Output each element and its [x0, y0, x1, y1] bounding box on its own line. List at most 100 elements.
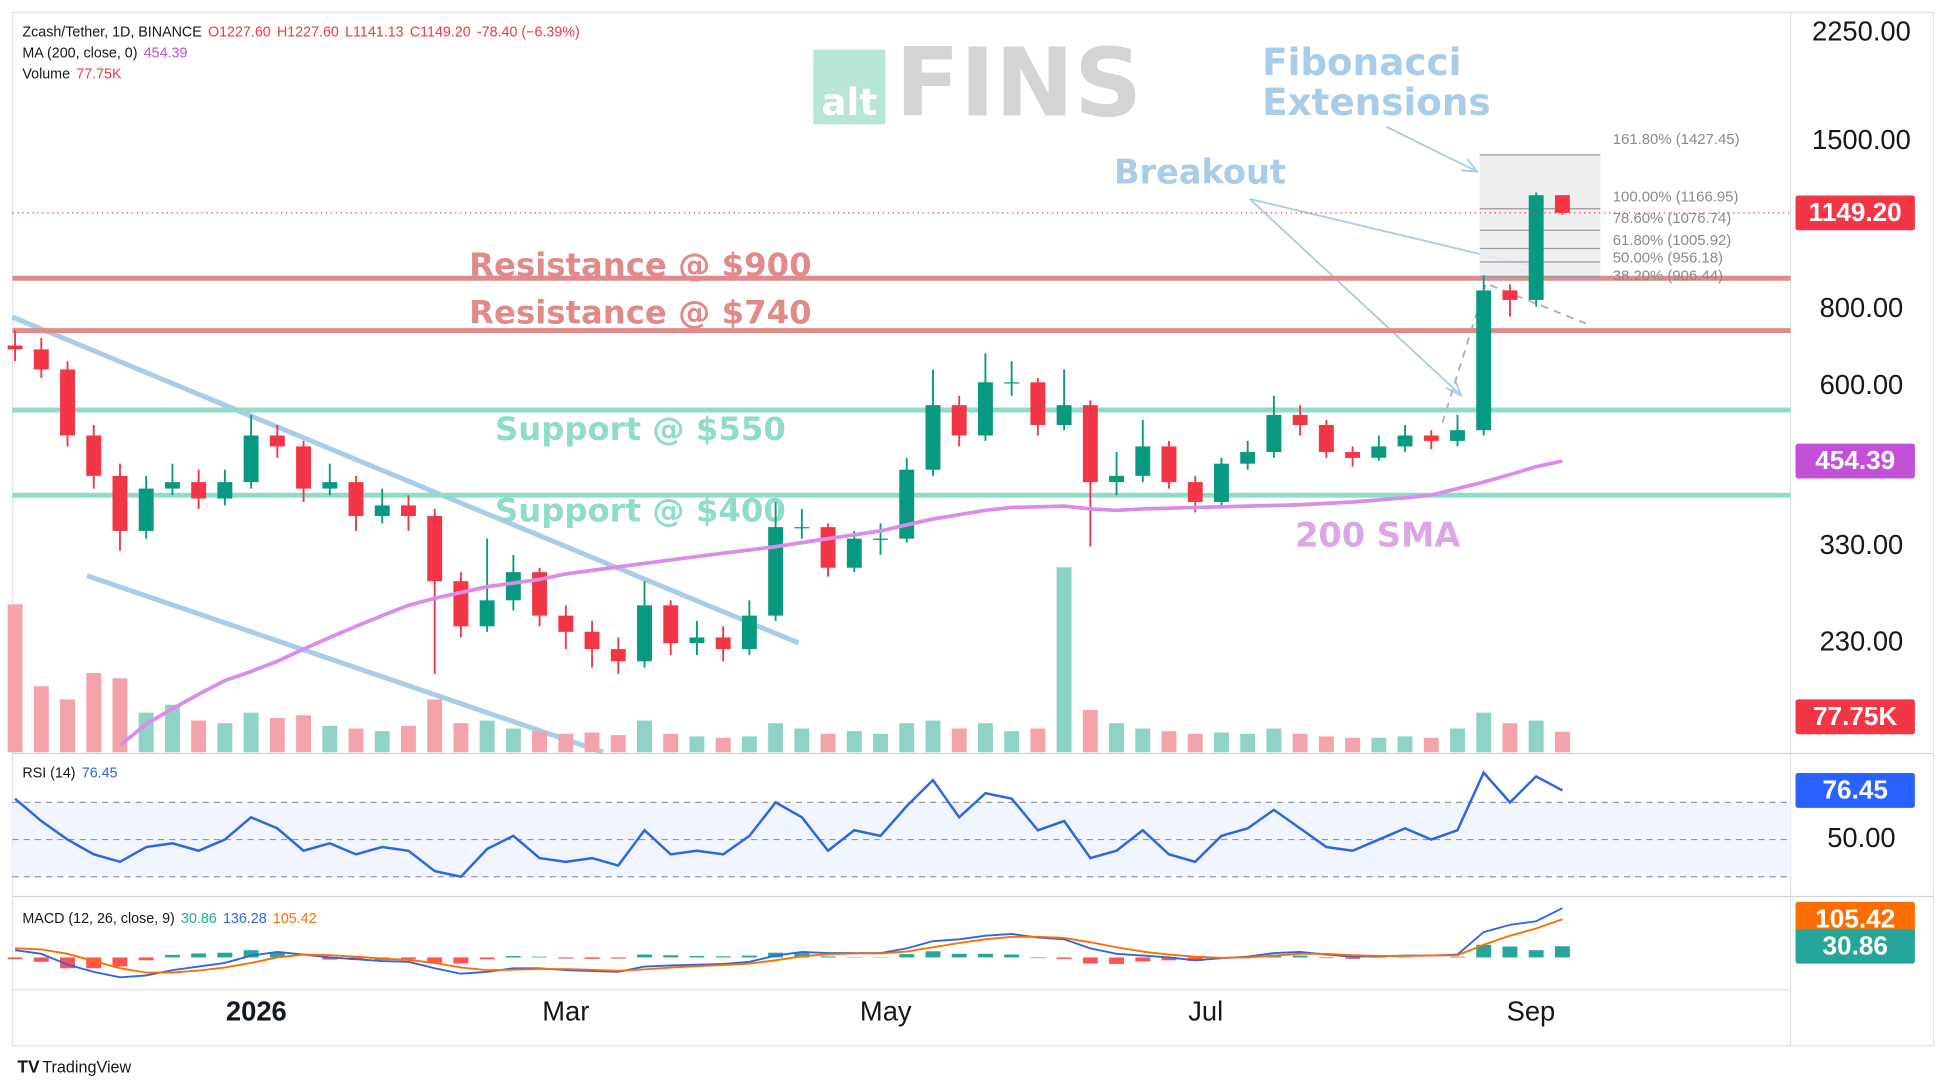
- volume-bar: [348, 728, 364, 753]
- fib-label: 38.20% (906.44): [1613, 267, 1723, 284]
- macd-histogram: [741, 955, 757, 958]
- volume-bar: [1292, 733, 1308, 753]
- candle-body: [1318, 425, 1334, 453]
- fib-label: 161.80% (1427.45): [1613, 131, 1740, 148]
- candle-body: [112, 475, 128, 531]
- volume-bar: [374, 731, 390, 753]
- candle-body: [33, 349, 49, 370]
- candle-body: [1423, 435, 1439, 441]
- macd-histogram: [637, 954, 652, 958]
- volume-label-box: [1795, 699, 1915, 735]
- volume-bar: [820, 733, 836, 753]
- candle-body: [400, 505, 416, 517]
- candle-body: [977, 382, 993, 436]
- candle-body: [348, 482, 364, 517]
- legend-item: Zcash/Tether, 1D, BINANCE: [22, 24, 201, 40]
- candle-body: [1528, 195, 1544, 300]
- volume-bar: [479, 720, 495, 753]
- macd-histogram: [33, 957, 49, 962]
- volume-bar: [1371, 737, 1387, 753]
- volume-bar: [1345, 737, 1361, 753]
- level-label: Resistance @ $740: [469, 293, 811, 331]
- legend-item: 136.28: [223, 911, 267, 927]
- volume-bar: [741, 736, 757, 753]
- branding-logo: TV: [17, 1057, 40, 1077]
- candle-body: [1371, 446, 1387, 458]
- x-tick-label: 2026: [226, 996, 287, 1027]
- volume-bar: [191, 720, 207, 753]
- volume-bar: [1554, 731, 1570, 753]
- legend-item: MA (200, close, 0): [22, 45, 137, 61]
- histogram-label-box: [1795, 928, 1915, 964]
- rsi-label: 76.45: [1823, 775, 1888, 805]
- watermark-box: [813, 49, 886, 125]
- y-tick-label: 600.00: [1820, 369, 1904, 400]
- candle-body: [164, 482, 180, 489]
- legend: MA (200, close, 0) 454.39: [22, 45, 187, 61]
- macd-histogram: [1345, 957, 1361, 959]
- macd-histogram: [60, 957, 75, 969]
- trend-line: [11, 314, 800, 646]
- y-tick-label: 2250.00: [1812, 15, 1911, 46]
- volume-bar: [269, 717, 285, 753]
- macd-histogram: [1161, 957, 1177, 961]
- volume-bar: [505, 728, 521, 753]
- candle-body: [427, 516, 443, 582]
- candle-body: [1004, 382, 1020, 384]
- candle-body: [1161, 446, 1177, 483]
- candle-body: [1450, 430, 1465, 441]
- candle-body: [269, 435, 285, 447]
- macd-histogram: [1109, 957, 1125, 964]
- candle-body: [768, 527, 784, 616]
- macd-histogram: [899, 954, 915, 958]
- candle-body: [322, 482, 338, 489]
- macd-histogram: [112, 957, 128, 967]
- fib-label: 61.80% (1005.92): [1613, 232, 1732, 249]
- macd-histogram: [138, 957, 154, 961]
- volume-bar: [1397, 736, 1413, 753]
- volume-bar: [33, 686, 49, 753]
- candle-body: [86, 435, 102, 476]
- rsi-line: [14, 770, 1563, 879]
- candle-body: [374, 505, 390, 517]
- volume-bar: [663, 733, 679, 753]
- fib-label: 100.00% (1166.95): [1613, 189, 1739, 206]
- volume-bar: [1109, 723, 1125, 753]
- volume-bar: [1056, 567, 1072, 753]
- volume-bar: [1423, 737, 1439, 753]
- trend-lines: [11, 314, 800, 755]
- annotation: Breakout: [1114, 153, 1286, 192]
- legend-item: C1149.20: [410, 24, 471, 40]
- volume-bar: [1450, 728, 1465, 753]
- candle-body: [1109, 475, 1125, 483]
- macd-histogram: [977, 953, 993, 958]
- candle-body: [296, 446, 312, 489]
- sma-label-box: [1795, 443, 1915, 479]
- volume-bar: [925, 720, 941, 753]
- legend-item: 105.42: [273, 911, 317, 927]
- candle-body: [584, 631, 600, 650]
- macd-histogram: [7, 957, 23, 960]
- macd-histogram: [1187, 957, 1203, 962]
- candle-body: [505, 572, 521, 601]
- macd-histogram: [558, 957, 574, 959]
- volume-bar: [7, 604, 23, 753]
- legend: MACD (12, 26, close, 9) 30.86 136.28 105.42: [22, 911, 316, 927]
- candle-body: [610, 649, 626, 662]
- candle-body: [820, 527, 836, 568]
- volume-bar: [217, 723, 233, 753]
- macd-line: [14, 907, 1563, 979]
- candle-body: [951, 405, 967, 436]
- candle-body: [191, 482, 207, 499]
- candle-body: [715, 637, 731, 650]
- candle-body: [558, 615, 574, 632]
- volume-bar: [1528, 720, 1544, 753]
- volume-bar: [453, 723, 469, 753]
- legend-item: L1141.13: [345, 24, 404, 40]
- candle-body: [1213, 463, 1229, 502]
- volume-bar: [768, 723, 784, 753]
- candle-body: [689, 637, 705, 644]
- macd-histogram: [1292, 955, 1308, 958]
- legend-item: MACD (12, 26, close, 9): [22, 911, 174, 927]
